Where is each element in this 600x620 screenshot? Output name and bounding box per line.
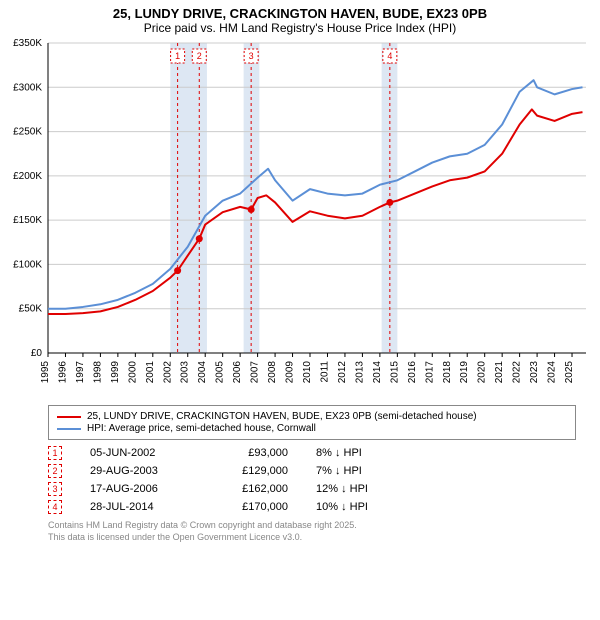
sales-table: 1 05-JUN-2002 £93,000 8% ↓ HPI 2 29-AUG-… xyxy=(48,446,576,514)
svg-text:2009: 2009 xyxy=(285,361,296,384)
svg-text:1999: 1999 xyxy=(110,361,121,384)
svg-text:1: 1 xyxy=(175,51,180,61)
svg-text:2000: 2000 xyxy=(127,361,138,384)
table-row: 3 17-AUG-2006 £162,000 12% ↓ HPI xyxy=(48,482,576,496)
sale-price: £170,000 xyxy=(218,501,288,513)
legend-swatch xyxy=(57,428,81,430)
svg-text:2019: 2019 xyxy=(459,361,470,384)
svg-text:1997: 1997 xyxy=(75,361,86,384)
svg-text:2012: 2012 xyxy=(337,361,348,384)
svg-text:2011: 2011 xyxy=(319,361,330,383)
footnote: Contains HM Land Registry data © Crown c… xyxy=(48,520,576,543)
svg-text:£100K: £100K xyxy=(13,259,42,270)
svg-text:1998: 1998 xyxy=(92,361,103,384)
chart-title-line2: Price paid vs. HM Land Registry's House … xyxy=(10,21,590,35)
svg-text:1996: 1996 xyxy=(57,361,68,384)
svg-text:2014: 2014 xyxy=(372,361,383,384)
sale-price: £93,000 xyxy=(218,447,288,459)
sale-date: 29-AUG-2003 xyxy=(90,465,190,477)
svg-text:2013: 2013 xyxy=(354,361,365,384)
legend-label: HPI: Average price, semi-detached house,… xyxy=(87,423,316,434)
table-row: 1 05-JUN-2002 £93,000 8% ↓ HPI xyxy=(48,446,576,460)
svg-text:2003: 2003 xyxy=(180,361,191,384)
sale-marker-box: 4 xyxy=(48,500,62,514)
svg-text:2010: 2010 xyxy=(302,361,313,384)
svg-text:2007: 2007 xyxy=(250,361,261,384)
svg-text:2018: 2018 xyxy=(442,361,453,384)
svg-text:2: 2 xyxy=(197,51,202,61)
svg-text:2024: 2024 xyxy=(547,361,558,384)
svg-text:4: 4 xyxy=(387,51,392,61)
svg-text:£0: £0 xyxy=(31,348,43,359)
svg-text:2022: 2022 xyxy=(512,361,523,384)
legend-swatch xyxy=(57,416,81,418)
svg-text:2016: 2016 xyxy=(407,361,418,384)
svg-text:£200K: £200K xyxy=(13,171,42,182)
table-row: 2 29-AUG-2003 £129,000 7% ↓ HPI xyxy=(48,464,576,478)
legend: 25, LUNDY DRIVE, CRACKINGTON HAVEN, BUDE… xyxy=(48,405,576,440)
svg-text:2025: 2025 xyxy=(564,361,575,384)
sale-price: £129,000 xyxy=(218,465,288,477)
page: 25, LUNDY DRIVE, CRACKINGTON HAVEN, BUDE… xyxy=(0,0,600,543)
sale-marker-box: 2 xyxy=(48,464,62,478)
sale-diff: 10% ↓ HPI xyxy=(316,501,406,513)
sale-marker-box: 1 xyxy=(48,446,62,460)
svg-text:£300K: £300K xyxy=(13,82,42,93)
svg-text:2001: 2001 xyxy=(145,361,156,384)
chart-area: £0 £50K £100K £150K £200K £250K £300K £350K 1995… xyxy=(0,37,600,397)
footnote-line1: Contains HM Land Registry data © Crown c… xyxy=(48,520,576,532)
chart-title-block: 25, LUNDY DRIVE, CRACKINGTON HAVEN, BUDE… xyxy=(0,0,600,37)
svg-text:£150K: £150K xyxy=(13,215,42,226)
svg-text:2005: 2005 xyxy=(215,361,226,384)
chart-title-line1: 25, LUNDY DRIVE, CRACKINGTON HAVEN, BUDE… xyxy=(10,6,590,21)
table-row: 4 28-JUL-2014 £170,000 10% ↓ HPI xyxy=(48,500,576,514)
svg-text:2015: 2015 xyxy=(389,361,400,384)
svg-text:£50K: £50K xyxy=(19,304,43,315)
legend-item-hpi: HPI: Average price, semi-detached house,… xyxy=(57,423,567,434)
svg-text:£350K: £350K xyxy=(13,38,42,49)
svg-text:2006: 2006 xyxy=(232,361,243,384)
svg-text:2017: 2017 xyxy=(424,361,435,384)
svg-text:2021: 2021 xyxy=(494,361,505,384)
sale-diff: 12% ↓ HPI xyxy=(316,483,406,495)
sale-date: 05-JUN-2002 xyxy=(90,447,190,459)
sale-diff: 7% ↓ HPI xyxy=(316,465,406,477)
svg-text:2004: 2004 xyxy=(197,361,208,384)
sale-diff: 8% ↓ HPI xyxy=(316,447,406,459)
footnote-line2: This data is licensed under the Open Gov… xyxy=(48,532,576,544)
svg-text:1995: 1995 xyxy=(40,361,51,384)
svg-text:£250K: £250K xyxy=(13,127,42,138)
svg-text:2020: 2020 xyxy=(477,361,488,384)
svg-text:2002: 2002 xyxy=(162,361,173,384)
svg-text:2023: 2023 xyxy=(529,361,540,384)
sale-date: 28-JUL-2014 xyxy=(90,501,190,513)
price-chart: £0 £50K £100K £150K £200K £250K £300K £350K 1995… xyxy=(0,37,600,397)
svg-text:3: 3 xyxy=(249,51,254,61)
legend-label: 25, LUNDY DRIVE, CRACKINGTON HAVEN, BUDE… xyxy=(87,411,477,422)
sale-date: 17-AUG-2006 xyxy=(90,483,190,495)
sale-price: £162,000 xyxy=(218,483,288,495)
svg-text:2008: 2008 xyxy=(267,361,278,384)
legend-item-property: 25, LUNDY DRIVE, CRACKINGTON HAVEN, BUDE… xyxy=(57,411,567,422)
sale-marker-box: 3 xyxy=(48,482,62,496)
